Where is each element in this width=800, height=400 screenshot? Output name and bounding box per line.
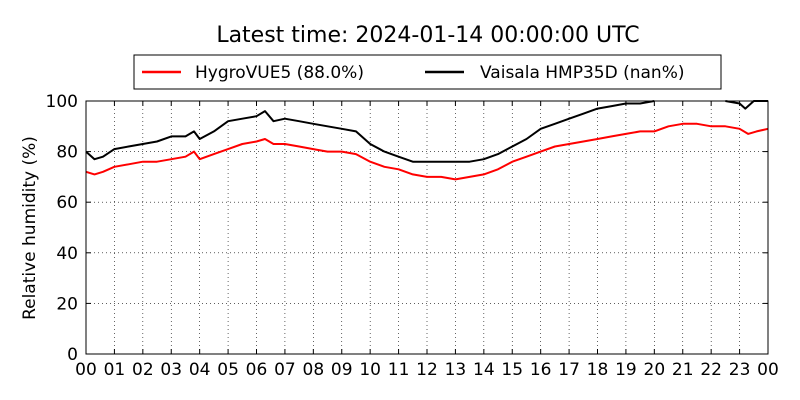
ticks: 00 01 02 03 04 05 06 07 08 09 10 11 12 13 14 15 16 17 18 19… (46, 92, 779, 380)
series-line-hygrovue5-88-0 (85, 122, 769, 181)
chart-title: Latest time: 2024-01-14 00:00:00 UTC (216, 23, 639, 48)
x-tick-label: 00 (757, 360, 779, 380)
legend: HygroVUE5 (88.0%) Vaisala HMP35D (nan%) (133, 54, 722, 90)
x-tick-label: 17 (558, 360, 580, 380)
x-tick-label: 23 (729, 360, 751, 380)
x-tick-label: 11 (388, 360, 410, 380)
y-tick-label: 80 (56, 143, 78, 163)
x-tick-label: 22 (700, 360, 722, 380)
x-tick-label: 21 (672, 360, 694, 380)
x-tick-label: 00 (75, 360, 97, 380)
y-axis-label: Relative humidity (%) (20, 136, 40, 320)
plot-area-frame (85, 100, 769, 355)
x-tick-label: 04 (189, 360, 211, 380)
series-line-vaisala-hmp35d-nan (85, 100, 655, 163)
x-tick-label: 03 (160, 360, 182, 380)
x-tick-label: 20 (644, 360, 666, 380)
y-tick-label: 60 (56, 193, 78, 213)
legend-label-hygrovue5: HygroVUE5 (88.0%) (195, 63, 364, 83)
x-tick-label: 08 (303, 360, 325, 380)
x-tick-label: 12 (416, 360, 438, 380)
x-tick-label: 16 (530, 360, 552, 380)
x-tick-label: 07 (274, 360, 296, 380)
x-tick-label: 02 (132, 360, 154, 380)
grid (86, 101, 768, 354)
y-tick-label: 100 (46, 92, 78, 112)
x-tick-label: 13 (445, 360, 467, 380)
x-tick-label: 05 (217, 360, 239, 380)
x-tick-label: 15 (501, 360, 523, 380)
x-tick-label: 10 (359, 360, 381, 380)
series-line-vaisala-hmp35d-nan-segment-2 (725, 100, 768, 110)
x-tick-label: 06 (246, 360, 268, 380)
y-tick-label: 40 (56, 244, 78, 264)
y-tick-label: 0 (67, 345, 78, 365)
y-tick-label: 20 (56, 294, 78, 314)
series-lines (85, 100, 769, 181)
legend-label-vaisala: Vaisala HMP35D (nan%) (480, 63, 684, 83)
x-tick-label: 18 (587, 360, 609, 380)
x-tick-label: 14 (473, 360, 495, 380)
x-tick-label: 01 (104, 360, 126, 380)
x-tick-label: 19 (615, 360, 637, 380)
x-tick-label: 09 (331, 360, 353, 380)
